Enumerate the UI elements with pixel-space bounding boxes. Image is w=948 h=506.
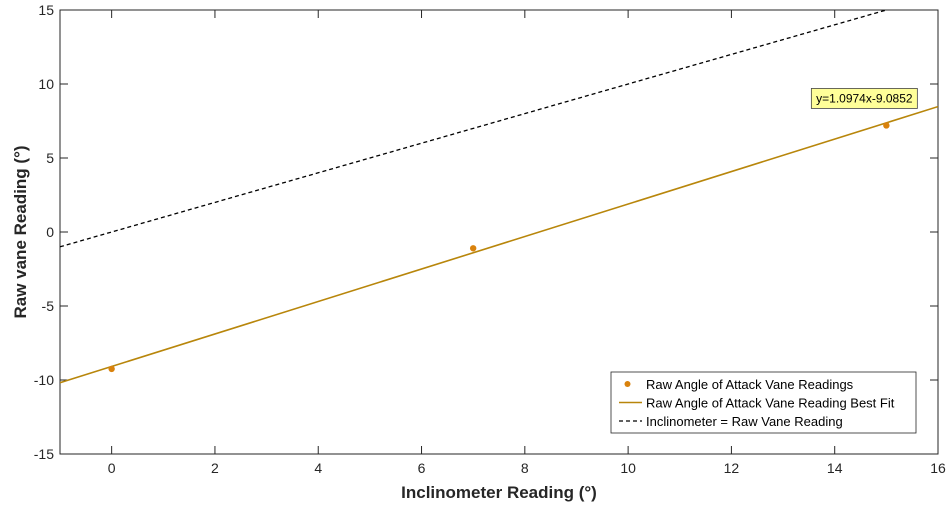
annotation-text: y=1.0974x-9.0852 (816, 91, 913, 105)
y-tick-label: 15 (38, 2, 54, 18)
x-tick-label: 8 (521, 460, 529, 476)
y-tick-label: 5 (46, 150, 54, 166)
data-point (108, 365, 115, 373)
annotation-layer: y=1.0974x-9.0852 (810, 88, 918, 109)
y-tick-label: -5 (42, 298, 55, 314)
x-tick-label: 14 (827, 460, 843, 476)
x-axis-label: Inclinometer Reading (°) (401, 483, 597, 502)
legend-label: Raw Angle of Attack Vane Readings (646, 377, 854, 392)
x-tick-label: 16 (930, 460, 946, 476)
x-tick-label: 2 (211, 460, 219, 476)
legend-box (610, 371, 917, 434)
annotation-box (810, 88, 918, 109)
data-point (469, 245, 477, 252)
series-line-1 (60, 105, 938, 384)
x-tick-label: 12 (724, 460, 740, 476)
x-tick-label: 4 (314, 460, 322, 476)
x-tick-label: 0 (108, 460, 116, 476)
y-tick-label: 10 (38, 76, 54, 92)
x-tick-label: 6 (418, 460, 426, 476)
y-axis-label: Raw vane Reading (°) (11, 145, 30, 318)
y-tick-label: -15 (34, 446, 54, 462)
tick-labels: 0 2 4 6 8 10 12 14 16 -15 -10 -5 0 5 10 15 (34, 2, 946, 476)
legend-label: Raw Angle of Attack Vane Reading Best Fi… (646, 396, 895, 411)
y-tick-label: -10 (34, 372, 54, 388)
x-tick-label: 10 (620, 460, 636, 476)
legend: Raw Angle of Attack Vane Readings Raw Ang… (610, 371, 917, 434)
legend-marker (624, 381, 631, 387)
y-tick-label: 0 (46, 224, 54, 240)
series-layer (60, 10, 938, 384)
series-line-2 (60, 10, 889, 248)
legend-label: Inclinometer = Raw Vane Reading (646, 414, 843, 429)
data-point (883, 122, 890, 129)
